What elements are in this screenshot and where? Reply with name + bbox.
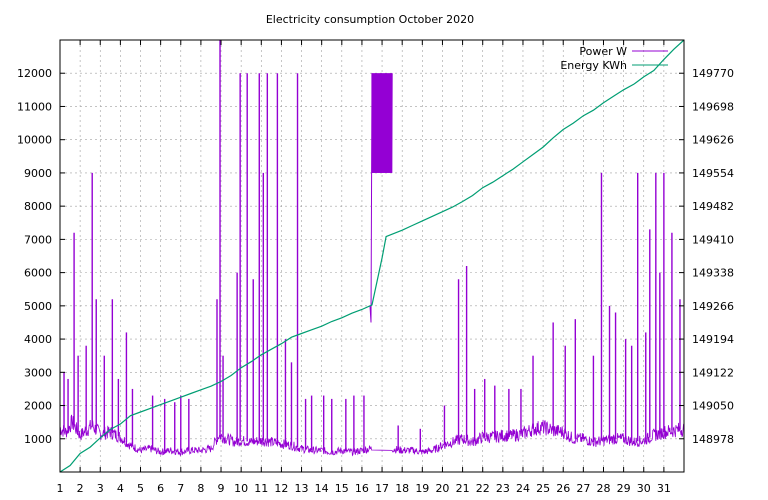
y-left-tick-label: 10000 xyxy=(17,134,52,147)
power-series xyxy=(59,40,685,457)
x-tick-label: 2 xyxy=(77,482,84,495)
x-tick-label: 22 xyxy=(476,482,490,495)
x-tick-label: 31 xyxy=(657,482,671,495)
x-tick-label: 12 xyxy=(274,482,288,495)
x-tick-label: 26 xyxy=(556,482,570,495)
x-tick-label: 28 xyxy=(596,482,610,495)
y-right-tick-label: 149482 xyxy=(692,200,734,213)
x-tick-label: 14 xyxy=(315,482,329,495)
energy-line xyxy=(59,39,685,473)
y-right-tick-label: 149698 xyxy=(692,100,734,113)
y-right-tick-label: 149266 xyxy=(692,300,734,313)
y-left-tick-label: 3000 xyxy=(24,366,52,379)
x-tick-label: 21 xyxy=(456,482,470,495)
x-tick-label: 7 xyxy=(177,482,184,495)
x-tick-label: 18 xyxy=(395,482,409,495)
power-step xyxy=(369,73,373,323)
chart-title: Electricity consumption October 2020 xyxy=(266,13,474,26)
x-tick-label: 25 xyxy=(536,482,550,495)
x-tick-label: 8 xyxy=(197,482,204,495)
x-tick-label: 24 xyxy=(516,482,530,495)
y-left-tick-label: 12000 xyxy=(17,67,52,80)
y-left-tick-label: 5000 xyxy=(24,300,52,313)
legend-label-power: Power W xyxy=(579,45,627,58)
y-right-tick-label: 148978 xyxy=(692,433,734,446)
y-right-tick-label: 149194 xyxy=(692,333,734,346)
y-right-tick-label: 149410 xyxy=(692,233,734,246)
x-tick-label: 9 xyxy=(218,482,225,495)
legend-label-energy: Energy KWh xyxy=(560,59,627,72)
x-tick-label: 16 xyxy=(355,482,369,495)
x-tick-label: 10 xyxy=(234,482,248,495)
x-tick-label: 1 xyxy=(57,482,64,495)
energy-series xyxy=(59,39,685,473)
y-left-tick-label: 4000 xyxy=(24,333,52,346)
x-tick-label: 19 xyxy=(415,482,429,495)
y-left-tick-label: 6000 xyxy=(24,267,52,280)
x-tick-label: 3 xyxy=(97,482,104,495)
y-left-tick-label: 7000 xyxy=(24,233,52,246)
y-left-tick-label: 8000 xyxy=(24,200,52,213)
grid-lines xyxy=(60,40,684,472)
y-right-tick-label: 149554 xyxy=(692,167,734,180)
legend: Power W Energy KWh xyxy=(560,45,668,72)
x-tick-label: 15 xyxy=(335,482,349,495)
x-tick-label: 5 xyxy=(137,482,144,495)
y-left-tick-label: 11000 xyxy=(17,100,52,113)
x-tick-label: 17 xyxy=(375,482,389,495)
plot-frame xyxy=(59,39,685,473)
x-tick-label: 29 xyxy=(617,482,631,495)
y-left-tick-label: 1000 xyxy=(24,433,52,446)
x-tick-label: 13 xyxy=(295,482,309,495)
x-tick-label: 20 xyxy=(435,482,449,495)
x-tick-label: 23 xyxy=(496,482,510,495)
x-tick-label: 11 xyxy=(254,482,268,495)
x-tick-label: 27 xyxy=(576,482,590,495)
y-left-tick-label: 9000 xyxy=(24,167,52,180)
power-line xyxy=(59,414,685,457)
y-right-tick-label: 149050 xyxy=(692,400,734,413)
y-left-tick-label: 2000 xyxy=(24,400,52,413)
x-tick-label: 30 xyxy=(637,482,651,495)
x-tick-label: 4 xyxy=(117,482,124,495)
x-tick-label: 6 xyxy=(157,482,164,495)
y-right-tick-label: 149770 xyxy=(692,67,734,80)
y-right-tick-label: 149338 xyxy=(692,267,734,280)
power-saturated-fill xyxy=(372,73,393,173)
y-right-tick-label: 149626 xyxy=(692,134,734,147)
y-right-tick-label: 149122 xyxy=(692,366,734,379)
axis-ticks: 1 2 3 4 5 6 7 8 9 10 11 12 13 14 15 16 17 18 19 20 21 22 23 24 2… xyxy=(17,40,734,495)
